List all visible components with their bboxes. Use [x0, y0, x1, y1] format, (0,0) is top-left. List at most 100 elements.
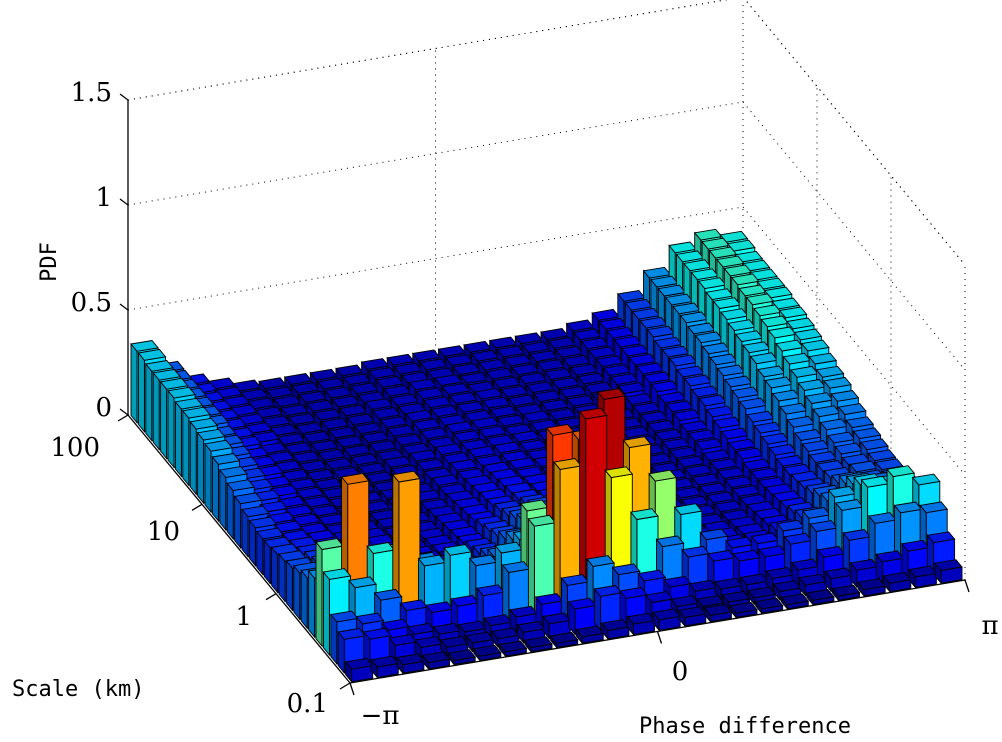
bar-top-face	[657, 284, 687, 297]
bar-top-face	[306, 468, 336, 481]
bar-top-face	[714, 577, 744, 590]
grid-line	[127, 0, 729, 101]
z-tick-label: 1	[95, 183, 112, 213]
bar-top-face	[540, 328, 569, 340]
bar-top-face	[560, 574, 590, 586]
bar-top-face	[834, 442, 864, 455]
z-tick-label: 0	[95, 393, 112, 423]
bar-top-face	[670, 595, 700, 608]
bar-top-face	[553, 458, 582, 470]
bar-top-face	[655, 535, 685, 548]
bar-top-face	[716, 255, 745, 268]
bar-top-face	[362, 627, 392, 640]
x-tick-mark	[349, 682, 355, 696]
z-tick-label: 0.5	[71, 288, 112, 318]
bar-top-face	[760, 315, 790, 328]
bar-top-face	[375, 375, 405, 388]
bar-top-face	[720, 427, 750, 440]
bar-top-face	[295, 422, 325, 434]
bar-top-face	[527, 514, 557, 527]
bar-top-face	[911, 473, 941, 486]
bar-top-face	[274, 520, 303, 533]
bar-top-face	[536, 359, 566, 371]
bar-top-face	[681, 545, 711, 558]
bar-top-face	[395, 653, 425, 666]
bar-side-face	[234, 495, 242, 550]
bar-top-face	[445, 354, 474, 366]
bar-top-face	[661, 345, 691, 358]
bar-top-face	[815, 365, 845, 378]
bar-top-face	[381, 618, 410, 631]
bar-top-face	[668, 354, 698, 367]
bar-top-face	[783, 532, 813, 545]
bar-top-face	[448, 392, 478, 404]
bar-top-face	[529, 350, 559, 362]
bar-top-face	[886, 465, 916, 478]
bar-top-face	[309, 368, 339, 381]
bar-side-face	[219, 468, 227, 532]
bar-top-face	[492, 376, 522, 389]
bar-top-face	[926, 531, 956, 544]
bar-top-face	[595, 355, 625, 368]
bar-top-face	[835, 499, 864, 511]
grid-line	[742, 206, 966, 476]
bar-top-face	[706, 491, 736, 504]
bar-top-face	[661, 437, 691, 450]
bar-top-face	[849, 460, 879, 473]
bar-top-face	[672, 409, 702, 422]
bar-top-face	[824, 567, 853, 580]
bar-top-face	[335, 364, 364, 377]
bar-top-face	[616, 290, 646, 302]
y-tick-mark	[265, 593, 277, 601]
bar-top-face	[611, 563, 641, 576]
bar-top-face	[439, 636, 469, 648]
bar-top-face	[768, 443, 798, 456]
bar-top-face	[624, 298, 654, 311]
bar-top-face	[852, 427, 882, 440]
bar-top-face	[875, 550, 905, 563]
bar-top-face	[575, 625, 605, 638]
bar-top-face	[738, 284, 768, 297]
bar-top-face	[458, 620, 487, 633]
bar-top-face	[306, 399, 335, 412]
bar-top-face	[232, 379, 262, 392]
bar-top-face	[613, 335, 643, 348]
bar-top-face	[739, 573, 769, 586]
bar-top-face	[698, 394, 728, 407]
bar-side-face	[189, 420, 197, 496]
grid-line	[742, 101, 966, 371]
bar-top-face	[648, 469, 678, 482]
bar-side-face	[226, 482, 234, 541]
bar-top-face	[780, 593, 810, 606]
bar-top-face	[434, 443, 464, 456]
bar-top-face	[742, 458, 772, 471]
bar-top-face	[554, 345, 584, 358]
bar-top-face	[765, 567, 795, 579]
bar	[524, 636, 553, 654]
bar-top-face	[732, 549, 762, 562]
y-tick-label: 1	[235, 602, 252, 632]
bar-top-face	[388, 634, 418, 646]
bar-top-face	[665, 400, 695, 413]
bar-top-face	[827, 485, 857, 498]
bar-top-face	[491, 627, 520, 640]
bar-top-face	[386, 353, 416, 366]
bar-top-face	[189, 417, 219, 430]
bar-top-face	[782, 352, 812, 365]
bar-top-face	[211, 453, 241, 465]
bar-top-face	[342, 373, 372, 386]
bar-top-face	[816, 545, 846, 558]
bar-top-face	[596, 388, 626, 400]
bar-top-face	[240, 388, 269, 401]
bar-top-face	[758, 545, 787, 558]
bar-top-face	[849, 558, 879, 571]
bar-top-face	[823, 376, 852, 389]
bar-top-face	[808, 352, 838, 365]
bar-top-face	[723, 264, 753, 277]
bar	[395, 653, 425, 675]
y-axis-line	[127, 414, 351, 684]
bar-top-face	[750, 532, 780, 545]
bar-top-face	[467, 445, 497, 458]
bar-top-face	[680, 420, 709, 433]
z-tick-labels: 1.5 1 0.5 0	[71, 78, 112, 423]
